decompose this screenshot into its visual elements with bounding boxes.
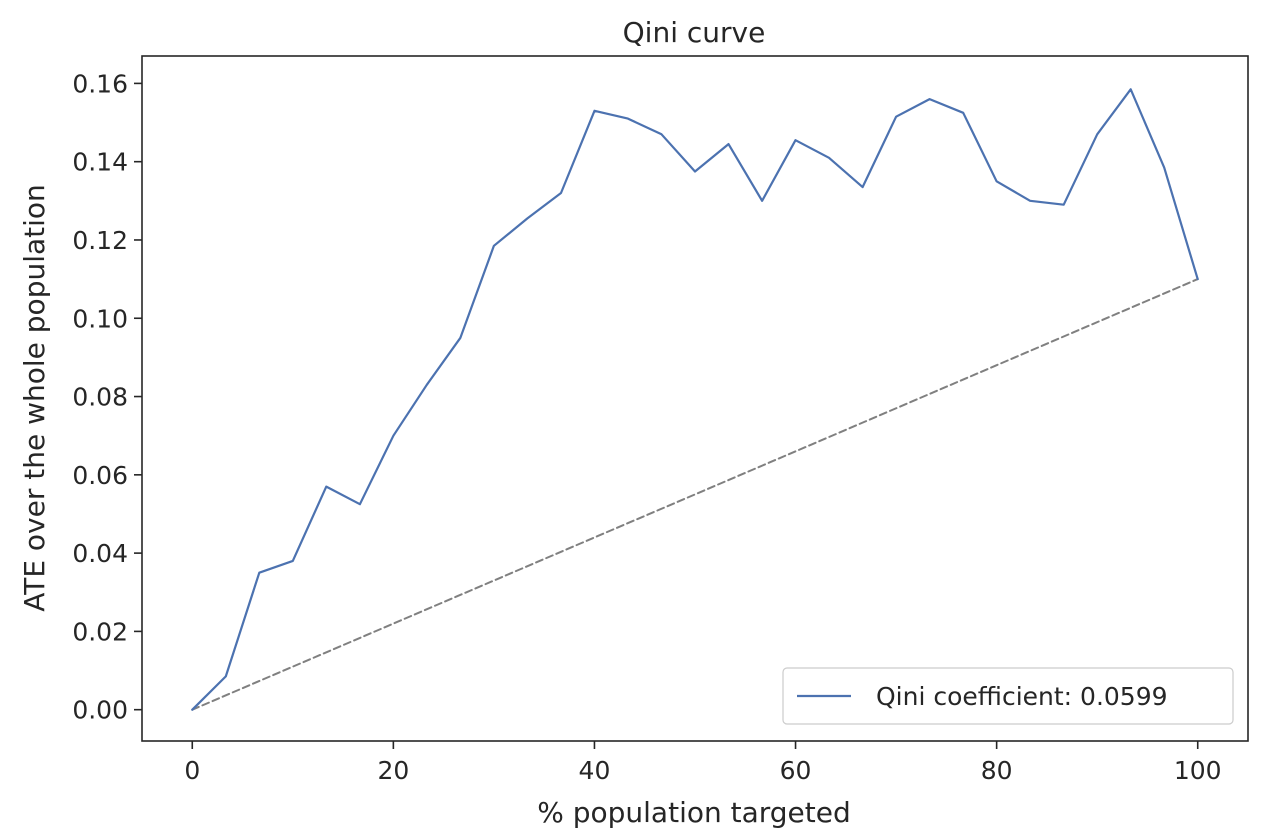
y-axis-label: ATE over the whole population xyxy=(18,184,51,612)
y-tick-label: 0.10 xyxy=(72,304,128,333)
qini-curve-line xyxy=(191,88,1199,711)
y-tick-label: 0.08 xyxy=(72,383,128,412)
x-tick-label: 20 xyxy=(377,756,409,785)
x-tick-label: 40 xyxy=(579,756,611,785)
x-tick-label: 0 xyxy=(184,756,200,785)
legend-label: Qini coefficient: 0.0599 xyxy=(876,682,1168,711)
y-tick-label: 0.14 xyxy=(72,148,128,177)
x-tick-label: 60 xyxy=(780,756,812,785)
y-tick-label: 0.02 xyxy=(72,617,128,646)
y-tick-label: 0.00 xyxy=(72,696,128,725)
x-tick-label: 80 xyxy=(981,756,1013,785)
series-layer xyxy=(191,88,1199,711)
chart-title: Qini curve xyxy=(623,16,766,49)
y-tick-label: 0.16 xyxy=(72,69,128,98)
plot-frame xyxy=(141,55,1249,742)
y-tick-label: 0.12 xyxy=(72,226,128,255)
plot-area xyxy=(141,55,1249,742)
y-tick-label: 0.04 xyxy=(72,539,128,568)
y-axis-ticks: 0.00 0.02 0.04 0.06 0.08 0.10 0.12 0.14 0.16 xyxy=(72,69,142,725)
legend: Qini coefficient: 0.0599 xyxy=(782,667,1234,725)
x-axis-label: % population targeted xyxy=(537,796,851,829)
x-axis-ticks: 0 20 40 60 80 100 xyxy=(184,741,1222,785)
y-tick-label: 0.06 xyxy=(72,461,128,490)
random-baseline-line xyxy=(191,278,1199,711)
x-tick-label: 100 xyxy=(1174,756,1222,785)
legend-box xyxy=(782,667,1234,725)
